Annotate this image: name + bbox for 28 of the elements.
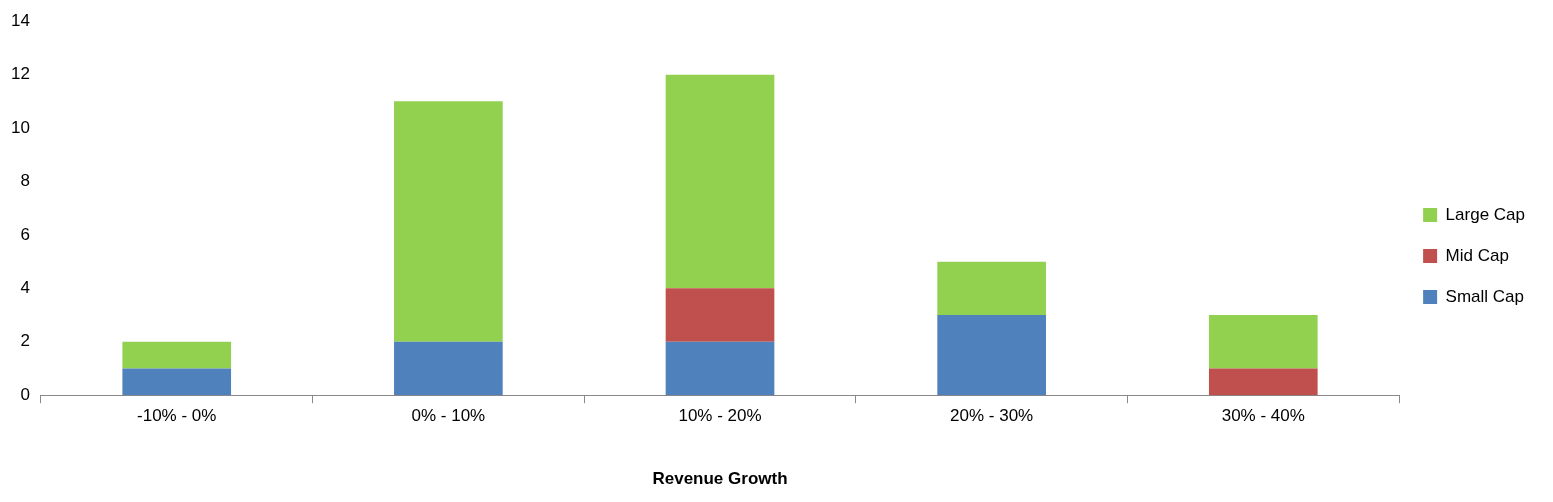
legend-label: Small Cap	[1445, 286, 1525, 306]
bar	[937, 261, 1046, 316]
bar	[1208, 368, 1318, 396]
y-tick-label: 2	[20, 331, 30, 351]
legend-label: Large Cap	[1445, 204, 1525, 224]
y-tick-label: 8	[20, 171, 30, 191]
x-tick-label: 20% - 30%	[950, 406, 1034, 426]
bar	[394, 341, 503, 396]
bar	[122, 341, 232, 369]
y-tick-label: 12	[10, 64, 30, 84]
bar	[937, 315, 1046, 396]
bar	[394, 101, 503, 342]
y-tick-label: 4	[20, 278, 30, 298]
bar	[665, 288, 775, 342]
x-axis-title: Revenue Growth	[652, 469, 788, 489]
bar	[665, 341, 775, 396]
bar	[122, 368, 232, 396]
y-tick-label: 14	[10, 10, 30, 30]
bar	[665, 74, 775, 289]
x-tick-label: 30% - 40%	[1221, 406, 1305, 426]
legend-label: Mid Cap	[1445, 245, 1509, 265]
y-tick-label: 10	[10, 117, 30, 137]
bar	[1208, 315, 1318, 369]
y-tick-label: 6	[20, 224, 30, 244]
x-tick-label: -10% - 0%	[137, 406, 217, 426]
y-tick-label: 0	[20, 384, 30, 404]
x-tick-label: 10% - 20%	[678, 406, 762, 426]
x-tick-label: 0% - 10%	[411, 406, 486, 426]
